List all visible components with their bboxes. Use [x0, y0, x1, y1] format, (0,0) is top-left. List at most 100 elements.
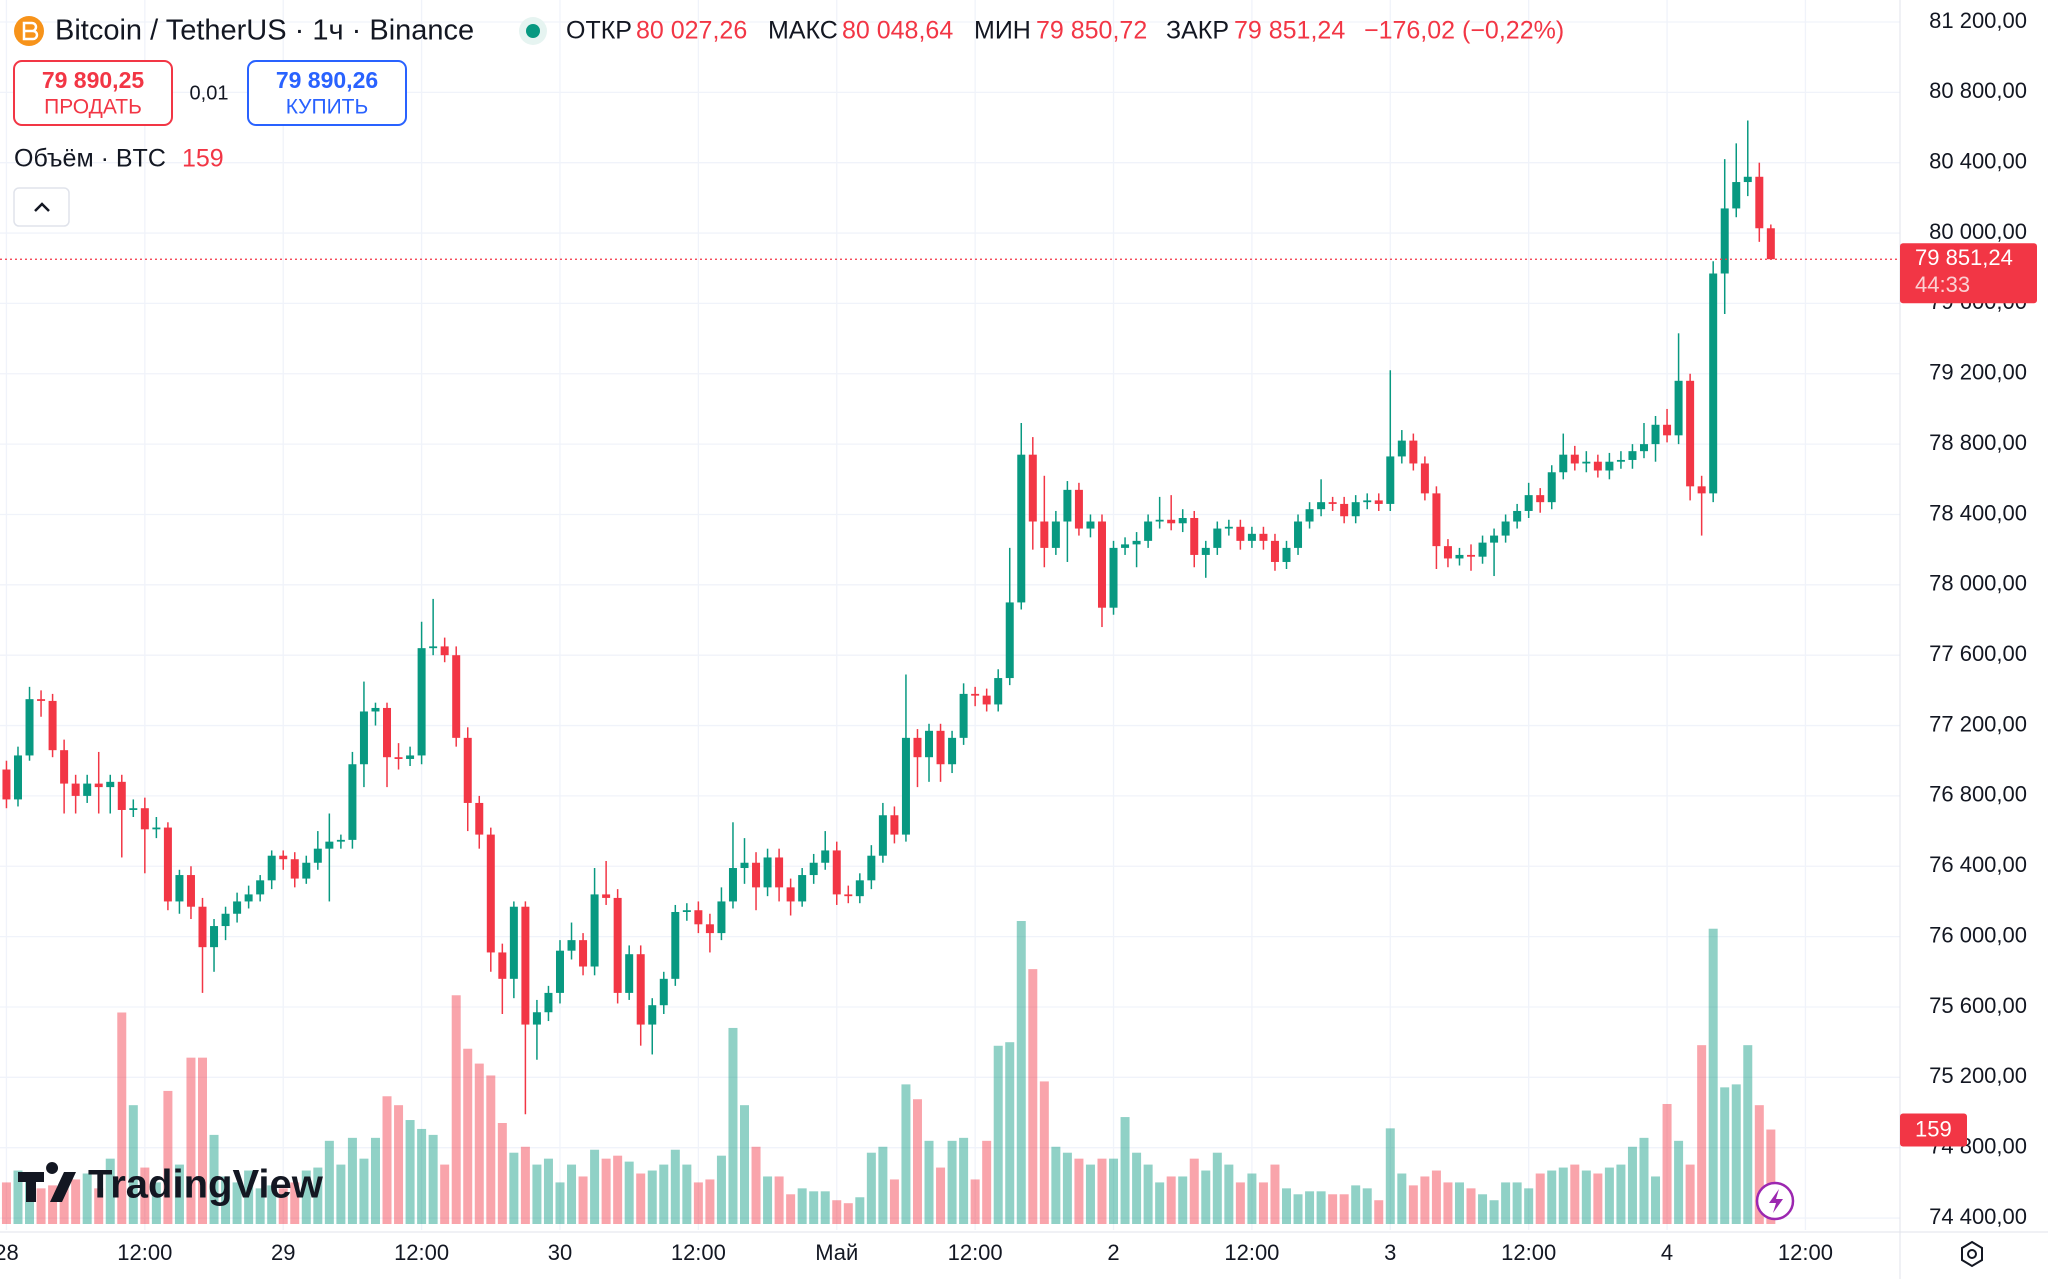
candle-body: [1051, 521, 1060, 548]
volume-bar: [382, 1096, 392, 1224]
volume-bar: [590, 1149, 600, 1224]
volume-bar: [716, 1155, 726, 1224]
buy-label[interactable]: КУПИТЬ: [286, 96, 369, 119]
volume-bar: [1766, 1129, 1776, 1224]
volume-bar: [13, 1170, 23, 1224]
settings-dot[interactable]: [1967, 1249, 1977, 1259]
candle-body: [613, 897, 622, 993]
volume-bar: [1685, 1164, 1695, 1224]
candle-body: [1697, 486, 1706, 494]
volume-bar: [1362, 1188, 1372, 1224]
buy-box[interactable]: [247, 60, 407, 126]
candle-body: [348, 764, 357, 840]
candle-body: [83, 783, 92, 796]
volume-bar: [1155, 1182, 1165, 1224]
volume-bar: [198, 1057, 208, 1224]
volume-bar: [1224, 1164, 1234, 1224]
volume-bar: [313, 1167, 323, 1224]
collapse-box[interactable]: [13, 187, 70, 227]
volume-bar: [1328, 1194, 1338, 1224]
volume-title: Объём · BTC: [14, 145, 166, 173]
chevron[interactable]: [34, 202, 50, 212]
volume-bar: [1627, 1146, 1637, 1224]
candle-body: [1132, 540, 1141, 545]
candle-body: [1490, 535, 1499, 543]
status-dot: [526, 24, 540, 38]
volume-bar: [463, 1048, 473, 1224]
volume-bar: [428, 1134, 438, 1224]
y-tick-label: 80 400,00: [1929, 149, 2027, 174]
candle-body: [994, 678, 1003, 705]
candle-body: [521, 906, 530, 1025]
volume-tag: [1900, 1113, 1967, 1147]
candle-body: [1432, 493, 1441, 547]
candle-body: [1040, 521, 1049, 548]
candle-body: [13, 755, 22, 800]
volume-bar: [370, 1137, 380, 1224]
lightning-icon[interactable]: [1769, 1189, 1783, 1213]
volume-bar: [659, 1164, 669, 1224]
settings-button[interactable]: [1961, 1240, 1983, 1268]
volume-bar: [543, 1158, 553, 1224]
buy-button[interactable]: 79 890,26 КУПИТЬ: [247, 60, 407, 126]
candle-body: [406, 755, 415, 759]
volume-bar: [359, 1158, 369, 1224]
sell-price[interactable]: 79 890,25: [42, 67, 145, 93]
volume-bar: [1558, 1167, 1568, 1224]
candle-body: [394, 757, 403, 759]
candle-body: [740, 862, 749, 869]
candle-body: [832, 850, 841, 895]
candle-body: [325, 841, 334, 849]
candle-body: [1478, 542, 1487, 557]
volume-value: 159: [182, 145, 224, 173]
candle-body: [1443, 546, 1452, 559]
candle-body: [625, 954, 634, 993]
lightning-button[interactable]: [1755, 1181, 1795, 1221]
sell-button[interactable]: 79 890,25 ПРОДАТЬ: [13, 60, 173, 126]
candle-body: [913, 737, 922, 758]
x-tick-label: Май: [815, 1240, 858, 1265]
candle-body: [429, 646, 438, 649]
candle-body: [1213, 528, 1222, 548]
candle-body: [1167, 519, 1176, 524]
volume-bar: [1178, 1176, 1188, 1224]
volume-bar: [1351, 1185, 1361, 1224]
volume-bar: [1039, 1081, 1049, 1224]
volume-bar: [1593, 1173, 1603, 1224]
y-tick-label: 78 400,00: [1929, 500, 2027, 525]
volume-bar: [301, 1170, 311, 1224]
sell-box[interactable]: [13, 60, 173, 126]
y-tick-label: 77 600,00: [1929, 641, 2027, 666]
buy-price[interactable]: 79 890,26: [276, 67, 378, 93]
volume-bar: [474, 1063, 484, 1224]
candle-body: [544, 992, 553, 1013]
x-tick-label: 12:00: [1224, 1240, 1279, 1265]
candle-body: [1651, 424, 1660, 445]
logo-text: TradingView: [88, 1163, 324, 1207]
y-tick-label: 78 800,00: [1929, 430, 2027, 455]
candle-body: [959, 693, 968, 738]
volume-bar: [1097, 1158, 1107, 1224]
collapse-button[interactable]: [13, 187, 70, 227]
y-tick-label: 75 600,00: [1929, 993, 2027, 1018]
candle-body: [106, 781, 115, 788]
volume-bar: [1247, 1173, 1257, 1224]
volume-bar: [1085, 1164, 1095, 1224]
volume-bar: [1051, 1146, 1061, 1224]
sell-label[interactable]: ПРОДАТЬ: [44, 96, 142, 119]
candle-body: [717, 901, 726, 934]
x-tick-label: 28: [0, 1240, 19, 1265]
volume-bar: [993, 1045, 1003, 1224]
logo: TradingView: [18, 1162, 324, 1207]
candle-body: [936, 730, 945, 765]
volume-bar: [451, 995, 461, 1224]
volume-bar: [105, 1158, 115, 1224]
x-tick-label: 12:00: [394, 1240, 449, 1265]
volume-bar: [1339, 1194, 1349, 1224]
volume-bar: [878, 1146, 888, 1224]
settings-icon[interactable]: [1961, 1240, 1983, 1268]
volume-bar: [163, 1090, 173, 1224]
volume-bar: [936, 1167, 946, 1224]
candle-body: [1582, 461, 1591, 464]
